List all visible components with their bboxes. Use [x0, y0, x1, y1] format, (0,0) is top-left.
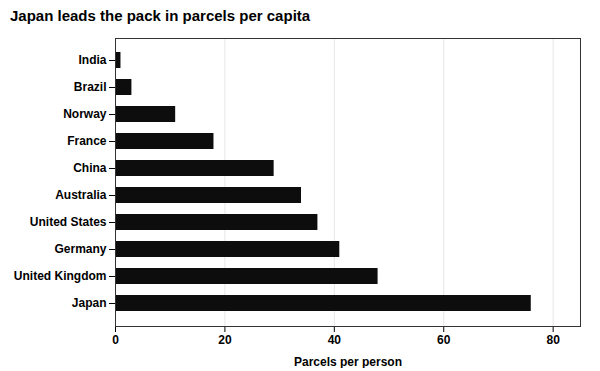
svg-text:Japan: Japan: [72, 296, 107, 310]
svg-text:0: 0: [112, 333, 119, 347]
svg-text:France: France: [67, 134, 107, 148]
svg-text:Parcels per person: Parcels per person: [294, 355, 402, 369]
svg-text:China: China: [73, 161, 107, 175]
svg-text:80: 80: [546, 333, 560, 347]
svg-text:60: 60: [437, 333, 451, 347]
svg-text:Germany: Germany: [54, 242, 106, 256]
svg-text:20: 20: [218, 333, 232, 347]
svg-text:United Kingdom: United Kingdom: [14, 269, 107, 283]
svg-text:India: India: [78, 53, 106, 67]
html-text:Japan leads the pack in parcel: Japan leads the pack in parcels per capi…: [10, 7, 311, 24]
svg-text:Australia: Australia: [55, 188, 107, 202]
svg-text:40: 40: [328, 333, 342, 347]
svg-text:United States: United States: [30, 215, 107, 229]
svg-text:Brazil: Brazil: [74, 80, 107, 94]
svg-text:Norway: Norway: [63, 107, 107, 121]
